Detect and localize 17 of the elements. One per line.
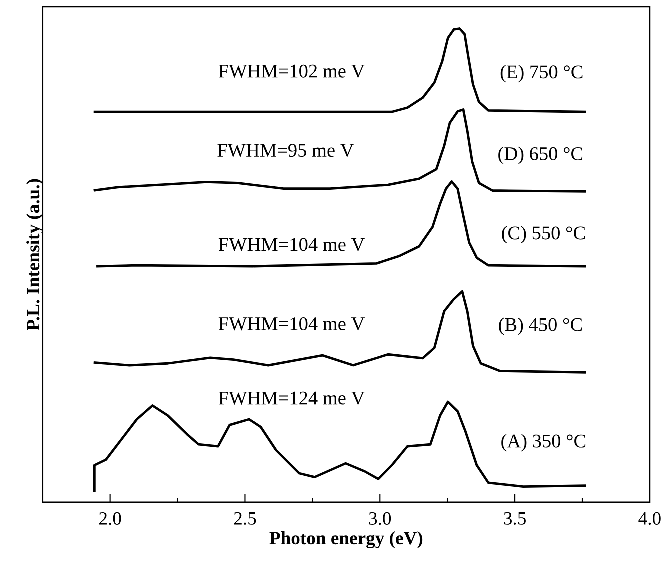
series-label: (A) 350 °C bbox=[502, 434, 586, 452]
y-axis-title: P.L. Intensity (a.u.) bbox=[26, 179, 44, 330]
annotation: FWHM=102 me V bbox=[218, 64, 365, 78]
x-tick-label: 3.5 bbox=[504, 512, 526, 525]
series-label: (B) 450 °C bbox=[499, 318, 582, 336]
x-axis-title: Photon energy (eV) bbox=[270, 531, 423, 548]
annotation: FWHM=104 me V bbox=[218, 238, 365, 252]
x-tick-label: 3.0 bbox=[369, 512, 392, 525]
series-label: (D) 650 °C bbox=[498, 146, 583, 164]
annotation: FWHM=124 me V bbox=[218, 392, 365, 405]
annotation: FWHM=95 me V bbox=[218, 144, 354, 158]
x-tick-label: 4.0 bbox=[638, 512, 661, 525]
series-label: (C) 550 °C bbox=[502, 226, 586, 244]
series-label: (E) 750 °C bbox=[500, 65, 583, 83]
x-tick-label: 2.0 bbox=[100, 512, 122, 525]
annotation: FWHM=104 me V bbox=[218, 317, 365, 331]
x-tick-label: 2.5 bbox=[234, 512, 256, 525]
